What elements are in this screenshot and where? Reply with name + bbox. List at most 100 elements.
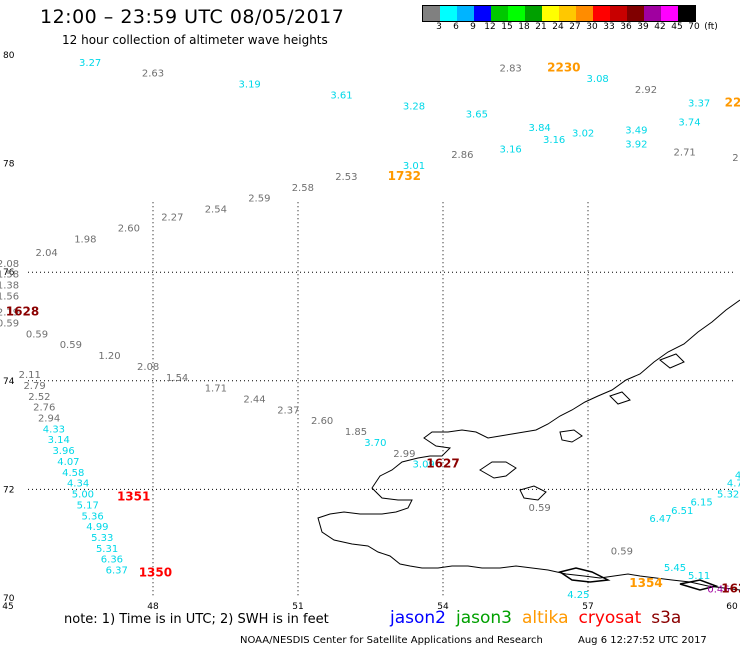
color-scale-label: 45 <box>671 22 683 32</box>
map-axis-ticks: 45 48 51 54 57 60 80 78 76 74 72 70 <box>2 51 738 610</box>
pass-time-label: 1354 <box>629 576 662 590</box>
color-scale-label: 36 <box>620 22 632 32</box>
wave-height-label: 5.36 <box>81 511 103 522</box>
wave-height-label: 5.11 <box>688 571 710 582</box>
color-scale-label: 33 <box>603 22 615 32</box>
color-scale-label: 6 <box>453 22 459 32</box>
y-tick-label: 76 <box>3 268 15 278</box>
color-swatch <box>491 6 508 21</box>
color-scale-label: 9 <box>470 22 476 32</box>
coastline-novaya-zemlya <box>317 299 740 591</box>
wave-height-label: 3.84 <box>529 123 551 134</box>
wave-height-label: 1.20 <box>98 351 120 362</box>
legend-jason3: jason3 <box>456 608 512 628</box>
wave-height-label: 3.92 <box>625 139 647 150</box>
wave-height-label: 2.08 <box>137 362 159 373</box>
wave-height-label: 2.83 <box>500 63 522 74</box>
x-tick-label: 57 <box>582 602 593 610</box>
wave-height-label: 3.02 <box>572 128 594 139</box>
wave-height-label: 1.54 <box>166 373 188 384</box>
wave-height-label: 3.28 <box>403 101 425 112</box>
legend-s3a: s3a <box>651 608 682 628</box>
wave-height-label: 4 <box>735 471 740 482</box>
wave-height-label: 5.00 <box>72 490 94 501</box>
page-subtitle: 12 hour collection of altimeter wave hei… <box>62 33 328 47</box>
legend-jason2: jason2 <box>390 608 446 628</box>
wave-height-label: 1.98 <box>74 234 96 245</box>
legend-altika: altika <box>522 608 569 628</box>
color-scale-bar <box>422 5 696 22</box>
wave-height-label: 2.04 <box>36 248 58 259</box>
color-scale-label: 3 <box>436 22 442 32</box>
wave-height-label: 0.59 <box>60 340 82 351</box>
wave-height-label: 2.92 <box>635 85 657 96</box>
color-swatch <box>644 6 661 21</box>
wave-height-label: 2.59 <box>248 194 270 205</box>
color-scale-label: 15 <box>501 22 513 32</box>
wave-height-labels: 3.27 2.63 3.19 3.61 3.28 3.65 2.83 2230 3.08 2.92… <box>0 58 740 601</box>
wave-height-label: 2 <box>732 153 738 164</box>
color-swatch <box>440 6 457 21</box>
wave-height-label: 6.51 <box>671 506 693 517</box>
x-tick-label: 45 <box>2 602 13 610</box>
x-tick-label: 51 <box>292 602 303 610</box>
color-swatch <box>627 6 644 21</box>
color-swatch <box>678 6 695 21</box>
color-scale-label: 39 <box>637 22 649 32</box>
color-scale-label: 21 <box>535 22 547 32</box>
wave-height-label: 3.27 <box>79 58 101 69</box>
legend-cryosat: cryosat <box>578 608 642 628</box>
wave-height-label: 2.94 <box>38 414 60 425</box>
satellite-legend: jason2 jason3 altika cryosat s3a <box>390 608 681 628</box>
wave-height-label: 6.15 <box>690 498 712 509</box>
color-swatch <box>474 6 491 21</box>
wave-height-label: 2.99 <box>393 449 415 460</box>
footer-timestamp: Aug 6 12:27:52 UTC 2017 <box>578 635 707 646</box>
map-grid <box>28 202 733 598</box>
wave-height-label: 4.34 <box>67 479 89 490</box>
wave-height-label: 3.70 <box>364 438 386 449</box>
color-scale-label: 42 <box>654 22 666 32</box>
color-swatch <box>661 6 678 21</box>
wave-height-label: 3.61 <box>330 90 352 101</box>
wave-height-label: 5.17 <box>77 500 99 511</box>
wave-height-label: 2.76 <box>33 403 55 414</box>
wave-height-label: 3.16 <box>543 135 565 146</box>
wave-height-label: 2.71 <box>674 147 696 158</box>
wave-height-label: 5.31 <box>96 544 118 555</box>
color-scale-label: 27 <box>569 22 581 32</box>
wave-height-label: 2.63 <box>142 69 164 80</box>
units-note: note: 1) Time is in UTC; 2) SWH is in fe… <box>64 612 329 627</box>
wave-height-label: 5.32 <box>717 490 739 501</box>
wave-height-label: 3.19 <box>239 80 261 91</box>
pass-time-label: 2230 <box>547 60 580 74</box>
wave-height-label: 3.08 <box>587 74 609 85</box>
page-title: 12:00 – 23:59 UTC 08/05/2017 <box>40 6 345 28</box>
color-swatch <box>542 6 559 21</box>
pass-time-label: 1350 <box>139 565 172 579</box>
color-swatch <box>508 6 525 21</box>
color-swatch <box>423 6 440 21</box>
wave-height-label: 2.27 <box>161 213 183 224</box>
wave-height-label: 2.54 <box>205 204 227 215</box>
pass-time-label: 1732 <box>388 169 421 183</box>
pass-time-label: 22 <box>725 96 740 110</box>
wave-height-label: 3.14 <box>48 435 70 446</box>
wave-height-label: 4.33 <box>43 424 65 435</box>
y-tick-label: 70 <box>3 594 15 604</box>
wave-height-label: 0.59 <box>26 329 48 340</box>
wave-height-label: 0.59 <box>529 503 551 514</box>
wave-height-label: 3.74 <box>678 118 700 129</box>
color-scale-label: 18 <box>518 22 530 32</box>
wave-height-label: 6.36 <box>101 555 123 566</box>
wave-height-label: 4.99 <box>86 522 108 533</box>
color-scale-label: 70 <box>688 22 700 32</box>
color-scale-label: 12 <box>484 22 496 32</box>
wave-height-label: 3.96 <box>52 446 74 457</box>
color-scale-label: 24 <box>552 22 564 32</box>
y-tick-label: 74 <box>3 377 15 387</box>
pass-time-label: 1626 <box>721 582 740 596</box>
x-tick-label: 60 <box>726 602 738 610</box>
wave-height-label: 2.44 <box>243 395 265 406</box>
wave-height-label: 4.75 <box>727 479 740 490</box>
